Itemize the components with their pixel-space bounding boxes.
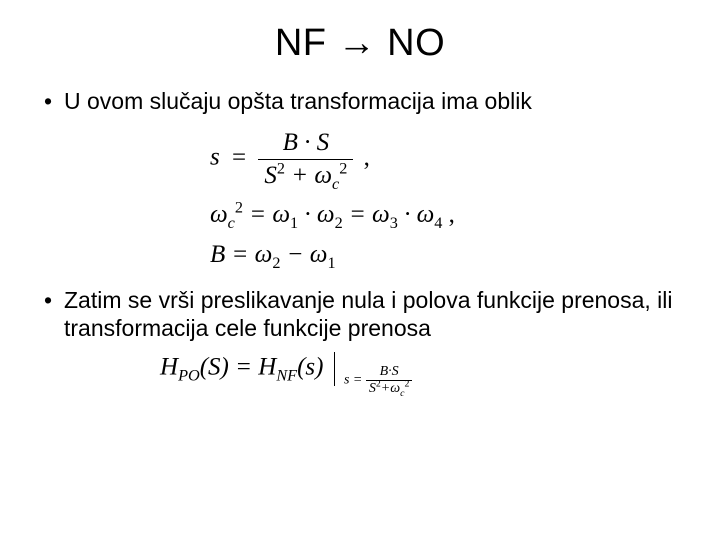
slide-title: NF → NO: [40, 22, 680, 65]
slide: NF → NO U ovom slučaju opšta transformac…: [0, 0, 720, 540]
eq2-2: 2: [335, 214, 343, 232]
h-sub-den-plus: +ω: [381, 381, 400, 396]
equation-2: ωc2 = ω1 · ω2 = ω3 · ω4 ,: [210, 201, 680, 229]
eq2-dot1: · ω: [304, 201, 334, 228]
equation-3: B = ω2 − ω1: [210, 241, 680, 269]
h-close: (s): [297, 354, 323, 381]
h-H1: H: [160, 354, 178, 381]
eq2-c: c: [228, 214, 235, 232]
bullet-2: Zatim se vrši preslikavanje nula i polov…: [40, 286, 680, 342]
eq1-fraction: B · S S2 + ωc2: [258, 129, 353, 189]
h-po: PO: [178, 367, 200, 385]
eq2-exp: 2: [235, 199, 243, 217]
eq2-eq2: = ω: [349, 201, 390, 228]
eq2-4: 4: [434, 214, 442, 232]
h-sub-den-c-exp: 2: [405, 378, 410, 389]
eq1-den-s: S: [264, 162, 277, 189]
eq1-den-plus: + ω: [291, 162, 332, 189]
eq1-den-c-sub: c: [332, 175, 339, 193]
eq2-comma: ,: [449, 201, 455, 228]
eq3-minus: − ω: [287, 241, 328, 268]
eq2-3: 3: [390, 214, 398, 232]
eq2-dot2: · ω: [404, 201, 434, 228]
eq1-den-s-exp: 2: [277, 159, 285, 177]
eq1-den-c-exp: 2: [339, 159, 347, 177]
eq1-comma: ,: [364, 144, 370, 171]
h-H2: H: [258, 354, 276, 381]
eq1-lhs: s: [210, 144, 220, 171]
h-sub-s: s =: [344, 373, 362, 388]
h-sub-den-s: S: [369, 381, 376, 396]
eval-bar-icon: [334, 352, 335, 386]
h-open: (S) =: [200, 354, 259, 381]
h-substitution: s = B·S S2+ωc2: [344, 365, 412, 396]
h-sub-frac: B·S S2+ωc2: [366, 365, 413, 396]
eq1-eq: =: [232, 144, 246, 171]
bullet-1: U ovom slučaju opšta transformacija ima …: [40, 87, 680, 115]
h-sub-den-c: c: [400, 388, 404, 399]
equation-1: s = B · S S2 + ωc2 ,: [210, 129, 680, 189]
eq3-eq: = ω: [232, 241, 273, 268]
eq2-eq1: = ω: [249, 201, 290, 228]
bullet-list: U ovom slučaju opšta transformacija ima …: [40, 87, 680, 115]
equation-h: HPO(S) = HNF(s) s = B·S S2+ωc2: [160, 352, 680, 386]
eq3-lhs: B: [210, 241, 225, 268]
eq3-1: 1: [327, 254, 335, 272]
h-nf: NF: [276, 367, 297, 385]
equation-block: s = B · S S2 + ωc2 , ωc2 = ω1 · ω2 = ω3 …: [210, 129, 680, 268]
eq2-1: 1: [290, 214, 298, 232]
eq2-w: ω: [210, 201, 228, 228]
eq3-2: 2: [272, 254, 280, 272]
bullet-list-2: Zatim se vrši preslikavanje nula i polov…: [40, 286, 680, 342]
eq1-num: B · S: [283, 129, 330, 156]
